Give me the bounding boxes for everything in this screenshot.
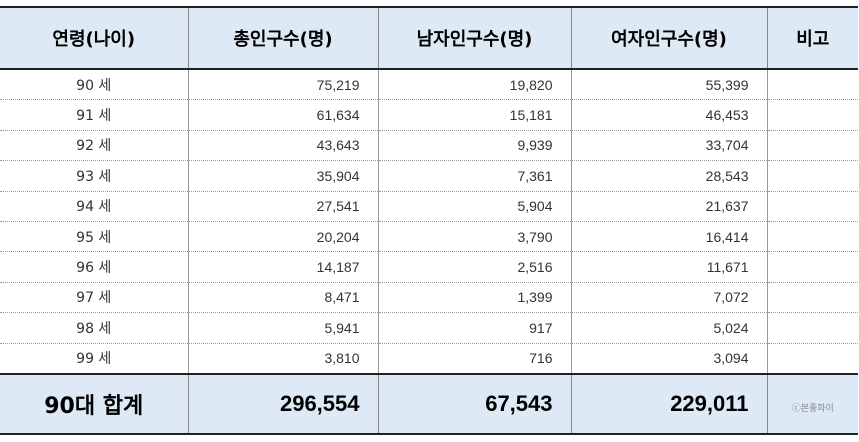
cell-age: 94 세 [0, 191, 189, 222]
cell-total: 14,187 [187, 251, 379, 283]
header-female: 여자인구수(명) [570, 6, 768, 70]
cell-total: 35,904 [187, 160, 379, 192]
cell-female: 11,671 [570, 251, 768, 283]
cell-note [766, 251, 858, 283]
female-sum: 229,011 [570, 372, 768, 435]
cell-note [766, 191, 858, 222]
cell-note [766, 282, 858, 314]
table-row: 91 세 61,634 15,181 46,453 [0, 99, 858, 131]
cell-female: 28,543 [570, 160, 768, 192]
cell-total: 27,541 [187, 191, 379, 222]
cell-female: 5,024 [570, 312, 768, 344]
header-row: 연령(나이) 총인구수(명) 남자인구수(명) 여자인구수(명) 비고 [0, 6, 858, 70]
cell-female: 55,399 [570, 69, 768, 101]
footer-note-cell: ⓒ본좋파이 [766, 372, 858, 435]
cell-female: 46,453 [570, 99, 768, 131]
cell-total: 3,810 [187, 343, 379, 375]
table-row: 96 세 14,187 2,516 11,671 [0, 251, 858, 283]
table-row: 92 세 43,643 9,939 33,704 [0, 130, 858, 162]
total-row: 90대 합계 296,554 67,543 229,011 ⓒ본좋파이 [0, 372, 858, 435]
table-row: 93 세 35,904 7,361 28,543 [0, 160, 858, 192]
cell-male: 7,361 [377, 160, 572, 192]
cell-age: 92 세 [0, 130, 189, 162]
cell-age: 90 세 [0, 69, 189, 101]
table-row: 99 세 3,810 716 3,094 [0, 343, 858, 375]
cell-female: 7,072 [570, 282, 768, 314]
table-row: 94 세 27,541 5,904 21,637 [0, 191, 858, 222]
table-body: 90 세 75,219 19,820 55,399 91 세 61,634 15… [0, 69, 858, 375]
cell-note [766, 221, 858, 253]
cell-note [766, 99, 858, 131]
total-sum: 296,554 [187, 372, 379, 435]
cell-male: 917 [377, 312, 572, 344]
header-total: 총인구수(명) [187, 6, 379, 70]
cell-female: 16,414 [570, 221, 768, 253]
cell-total: 43,643 [187, 130, 379, 162]
cell-male: 716 [377, 343, 572, 375]
cell-female: 33,704 [570, 130, 768, 162]
cell-age: 91 세 [0, 99, 189, 131]
cell-age: 97 세 [0, 282, 189, 314]
population-table: 연령(나이) 총인구수(명) 남자인구수(명) 여자인구수(명) 비고 90 세… [0, 6, 858, 435]
cell-age: 95 세 [0, 221, 189, 253]
cell-male: 2,516 [377, 251, 572, 283]
table-row: 98 세 5,941 917 5,024 [0, 312, 858, 344]
watermark-text: ⓒ본좋파이 [791, 403, 834, 414]
cell-male: 3,790 [377, 221, 572, 253]
cell-total: 5,941 [187, 312, 379, 344]
cell-female: 3,094 [570, 343, 768, 375]
table-row: 97 세 8,471 1,399 7,072 [0, 282, 858, 314]
cell-total: 61,634 [187, 99, 379, 131]
cell-note [766, 312, 858, 344]
cell-male: 1,399 [377, 282, 572, 314]
male-sum: 67,543 [377, 372, 572, 435]
cell-age: 93 세 [0, 160, 189, 192]
total-label: 90대 합계 [0, 372, 189, 435]
cell-note [766, 130, 858, 162]
cell-total: 75,219 [187, 69, 379, 101]
table-footer: 90대 합계 296,554 67,543 229,011 ⓒ본좋파이 [0, 372, 858, 435]
population-table-container: 연령(나이) 총인구수(명) 남자인구수(명) 여자인구수(명) 비고 90 세… [0, 6, 859, 435]
cell-total: 20,204 [187, 221, 379, 253]
cell-male: 5,904 [377, 191, 572, 222]
table-header: 연령(나이) 총인구수(명) 남자인구수(명) 여자인구수(명) 비고 [0, 6, 858, 70]
cell-total: 8,471 [187, 282, 379, 314]
table-row: 90 세 75,219 19,820 55,399 [0, 69, 858, 101]
cell-male: 15,181 [377, 99, 572, 131]
header-age: 연령(나이) [0, 6, 189, 70]
cell-female: 21,637 [570, 191, 768, 222]
cell-age: 99 세 [0, 343, 189, 375]
cell-age: 96 세 [0, 251, 189, 283]
cell-age: 98 세 [0, 312, 189, 344]
cell-note [766, 69, 858, 101]
table-row: 95 세 20,204 3,790 16,414 [0, 221, 858, 253]
header-note: 비고 [766, 6, 858, 70]
cell-male: 19,820 [377, 69, 572, 101]
cell-note [766, 343, 858, 375]
cell-note [766, 160, 858, 192]
header-male: 남자인구수(명) [377, 6, 572, 70]
cell-male: 9,939 [377, 130, 572, 162]
